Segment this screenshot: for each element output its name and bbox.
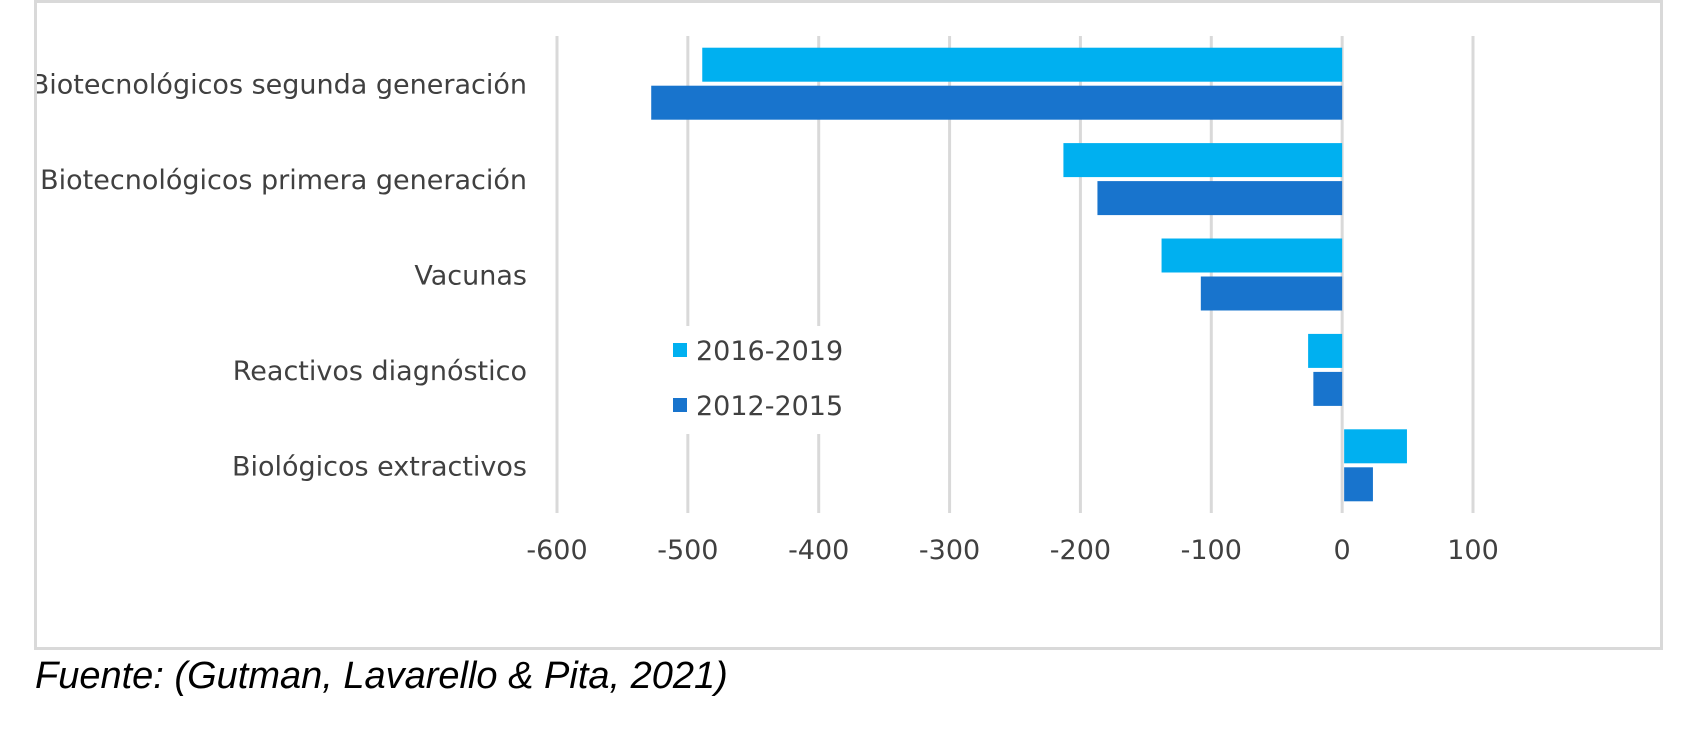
category-label: Vacunas [414,261,527,292]
bar-2016-2019-1 [702,47,1343,82]
source-note: Fuente: (Gutman, Lavarello & Pita, 2021) [35,655,728,697]
bar-chart: Biotecnológicos segunda generación Biotec… [37,36,1499,566]
bar-2012-2015-4 [1313,371,1343,406]
category-label: Reactivos diagnóstico [233,356,527,387]
x-tick-label: -200 [1050,535,1111,566]
bars [651,47,1407,502]
category-label: Biotecnológicos primera generación [40,165,527,196]
category-labels: Biotecnológicos segunda generación Biotec… [37,70,527,483]
x-axis-tick-labels: -600 -500 -400 -300 -200 -100 0 100 [526,535,1498,566]
legend-label: 2016-2019 [696,336,843,367]
category-label: Biológicos extractivos [232,451,527,482]
legend: 2016-2019 2012-2015 [662,326,872,434]
bar-2012-2015-2 [1097,181,1343,216]
chart-frame: Biotecnológicos segunda generación Biotec… [34,0,1663,650]
bar-2012-2015-1 [651,85,1343,120]
x-tick-label: -500 [657,535,718,566]
x-tick-label: -400 [788,535,849,566]
legend-background [662,326,872,434]
x-tick-label: -300 [919,535,980,566]
legend-swatch-2012-2015 [673,398,687,412]
x-tick-label: 100 [1447,535,1499,566]
bar-2012-2015-3 [1200,276,1343,311]
legend-label: 2012-2015 [696,391,843,422]
x-tick-label: -600 [526,535,587,566]
category-label: Biotecnológicos segunda generación [37,70,527,101]
bar-2016-2019-2 [1063,143,1343,178]
x-tick-label: -100 [1181,535,1242,566]
legend-swatch-2016-2019 [673,343,687,357]
bar-2016-2019-3 [1161,238,1343,273]
x-tick-label: 0 [1334,535,1351,566]
bar-2016-2019-4 [1308,333,1343,368]
bar-2016-2019-5 [1344,429,1407,464]
bar-2012-2015-5 [1344,467,1373,502]
